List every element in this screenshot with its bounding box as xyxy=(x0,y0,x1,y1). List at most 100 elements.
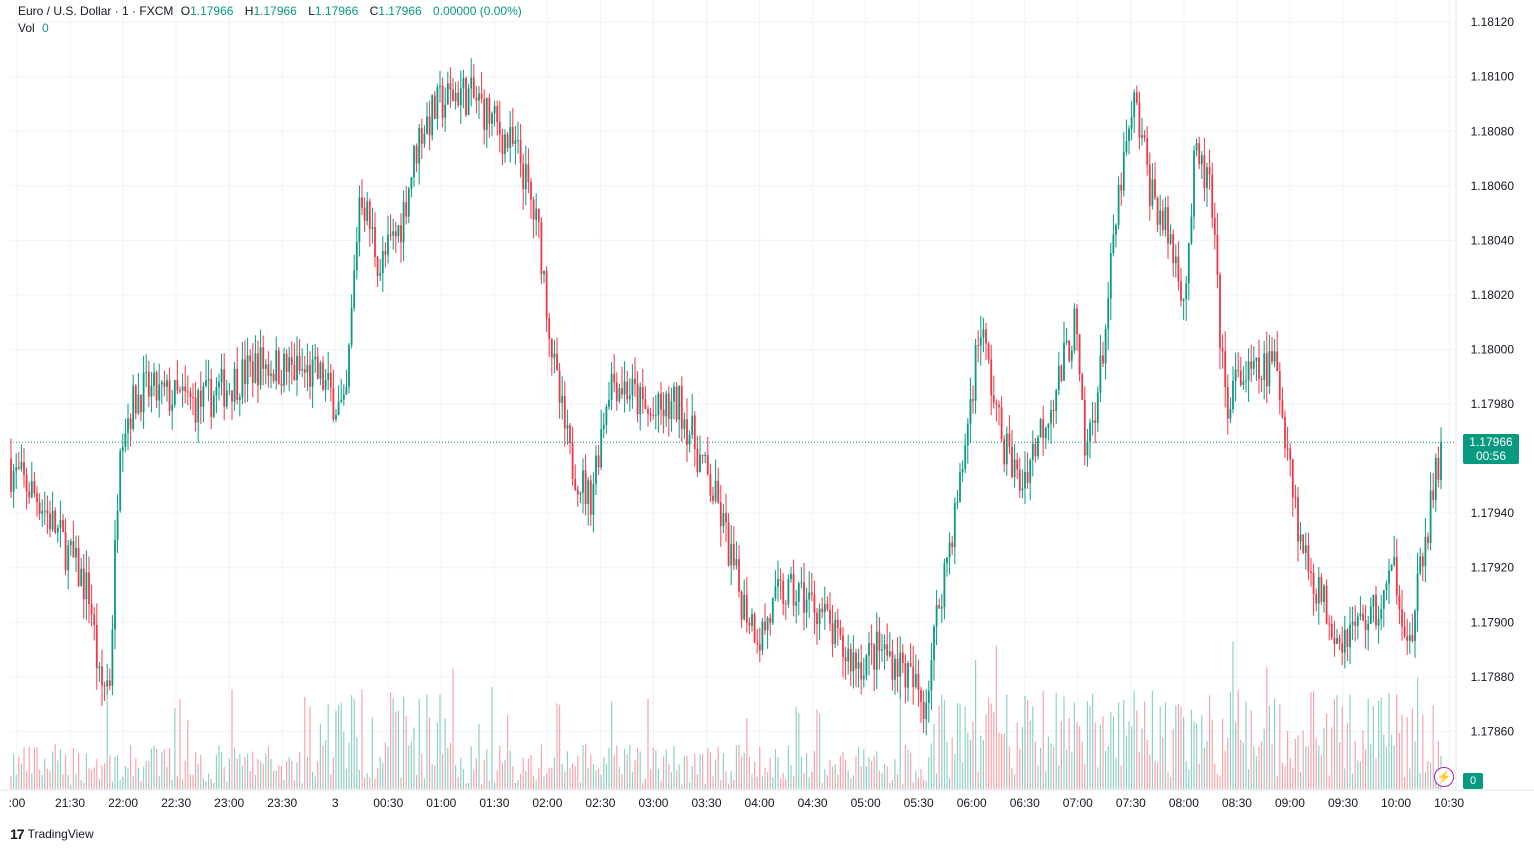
volume-bar xyxy=(998,732,1000,789)
bar-countdown: 00:56 xyxy=(1475,449,1507,464)
volume-bar xyxy=(210,778,212,789)
volume-bar xyxy=(1300,772,1302,789)
candle-body xyxy=(10,458,12,492)
volume-bar xyxy=(442,754,444,789)
candle-body xyxy=(1265,353,1268,387)
volume-bar xyxy=(829,760,831,789)
candle-body xyxy=(153,372,155,386)
candle-body xyxy=(699,454,701,473)
candle-body xyxy=(1393,557,1396,565)
volume-bar xyxy=(722,753,724,789)
volume-bar xyxy=(156,748,158,789)
volume-bar xyxy=(912,782,914,789)
candle-body xyxy=(865,655,868,676)
time-axis: :00 21:30 22:00 22:30 23:00 23:30 3 00:30 01:00 0… xyxy=(9,796,1465,810)
volume-bar xyxy=(696,774,698,789)
candle-body xyxy=(701,454,704,456)
candle-body xyxy=(418,127,421,164)
volume-bar xyxy=(1289,758,1291,789)
time-tick-label: 23:00 xyxy=(214,796,244,810)
candle-body xyxy=(199,390,202,407)
candle-body xyxy=(496,106,499,123)
volume-bar xyxy=(358,769,360,789)
volume-bar xyxy=(1393,745,1395,789)
volume-bar xyxy=(356,737,358,789)
candle-body xyxy=(1291,459,1294,498)
candle-body xyxy=(748,622,751,626)
volume-label[interactable]: Vol xyxy=(18,21,35,35)
volume-bar xyxy=(1398,733,1400,789)
candle-body xyxy=(725,513,727,523)
candle-body xyxy=(987,343,990,360)
volume-bar xyxy=(377,768,379,789)
volume-bar xyxy=(629,744,631,789)
volume-bar xyxy=(314,776,316,789)
candle-body xyxy=(553,353,556,358)
volume-bar xyxy=(1222,718,1224,789)
volume-bar xyxy=(535,780,537,789)
candle-body xyxy=(712,495,714,501)
candle-body xyxy=(218,382,220,388)
volume-bar xyxy=(639,751,641,789)
candle-body xyxy=(610,373,613,400)
candle-body xyxy=(480,93,483,99)
candle-body xyxy=(951,542,954,548)
candle-body xyxy=(787,579,790,605)
candle-body xyxy=(974,345,977,401)
volume-bar xyxy=(910,752,912,789)
volume-bar xyxy=(1284,766,1286,789)
price-tick-label: 1.18080 xyxy=(1471,124,1515,138)
volume-bar xyxy=(1336,695,1338,789)
volume-bar xyxy=(1185,760,1187,789)
volume-bars xyxy=(10,641,1442,789)
candle-body xyxy=(17,467,20,469)
volume-bar xyxy=(44,758,46,789)
volume-bar xyxy=(715,759,717,789)
volume-bar xyxy=(70,784,72,789)
candle-body xyxy=(805,599,808,613)
candle-body xyxy=(1018,469,1021,491)
volume-bar xyxy=(530,754,532,789)
volume-bar xyxy=(1341,706,1343,789)
candle-body xyxy=(1016,459,1019,470)
candle-body xyxy=(238,397,241,400)
candle-body xyxy=(59,520,62,528)
candle-body xyxy=(210,378,213,417)
candle-body xyxy=(301,369,304,371)
volume-bar xyxy=(379,756,381,789)
candle-body xyxy=(961,468,964,473)
tradingview-logo[interactable]: 17 TradingView xyxy=(10,826,94,842)
volume-bar xyxy=(1315,738,1317,789)
candle-body xyxy=(790,573,792,580)
candle-body xyxy=(342,394,345,400)
volume-bar xyxy=(166,766,168,789)
volume-bar xyxy=(309,706,311,789)
candle-body xyxy=(561,395,564,403)
candle-body xyxy=(548,317,551,339)
volume-bar xyxy=(1305,745,1307,789)
volume-bar xyxy=(361,689,363,789)
volume-bar xyxy=(1372,706,1374,789)
volume-bar xyxy=(39,769,41,789)
symbol-label[interactable]: Euro / U.S. Dollar · 1 · FXCM xyxy=(18,4,174,18)
high-label: H xyxy=(244,4,254,18)
candle-body xyxy=(738,559,740,592)
candle-body xyxy=(758,644,761,651)
candle-body xyxy=(972,398,974,401)
candle-body xyxy=(358,197,361,243)
lightning-icon[interactable]: ⚡ xyxy=(1434,767,1454,787)
candle-body xyxy=(1307,545,1310,572)
volume-bar xyxy=(1102,716,1104,789)
volume-bar xyxy=(195,752,197,789)
candle-body xyxy=(595,455,597,485)
candle-body xyxy=(1138,102,1141,138)
volume-bar xyxy=(655,750,657,789)
volume-bar xyxy=(1380,697,1382,789)
volume-bar xyxy=(733,779,735,789)
candle-body xyxy=(1187,243,1190,284)
candle-body xyxy=(171,404,174,411)
volume-bar xyxy=(1094,722,1096,789)
candle-body xyxy=(1333,637,1336,644)
